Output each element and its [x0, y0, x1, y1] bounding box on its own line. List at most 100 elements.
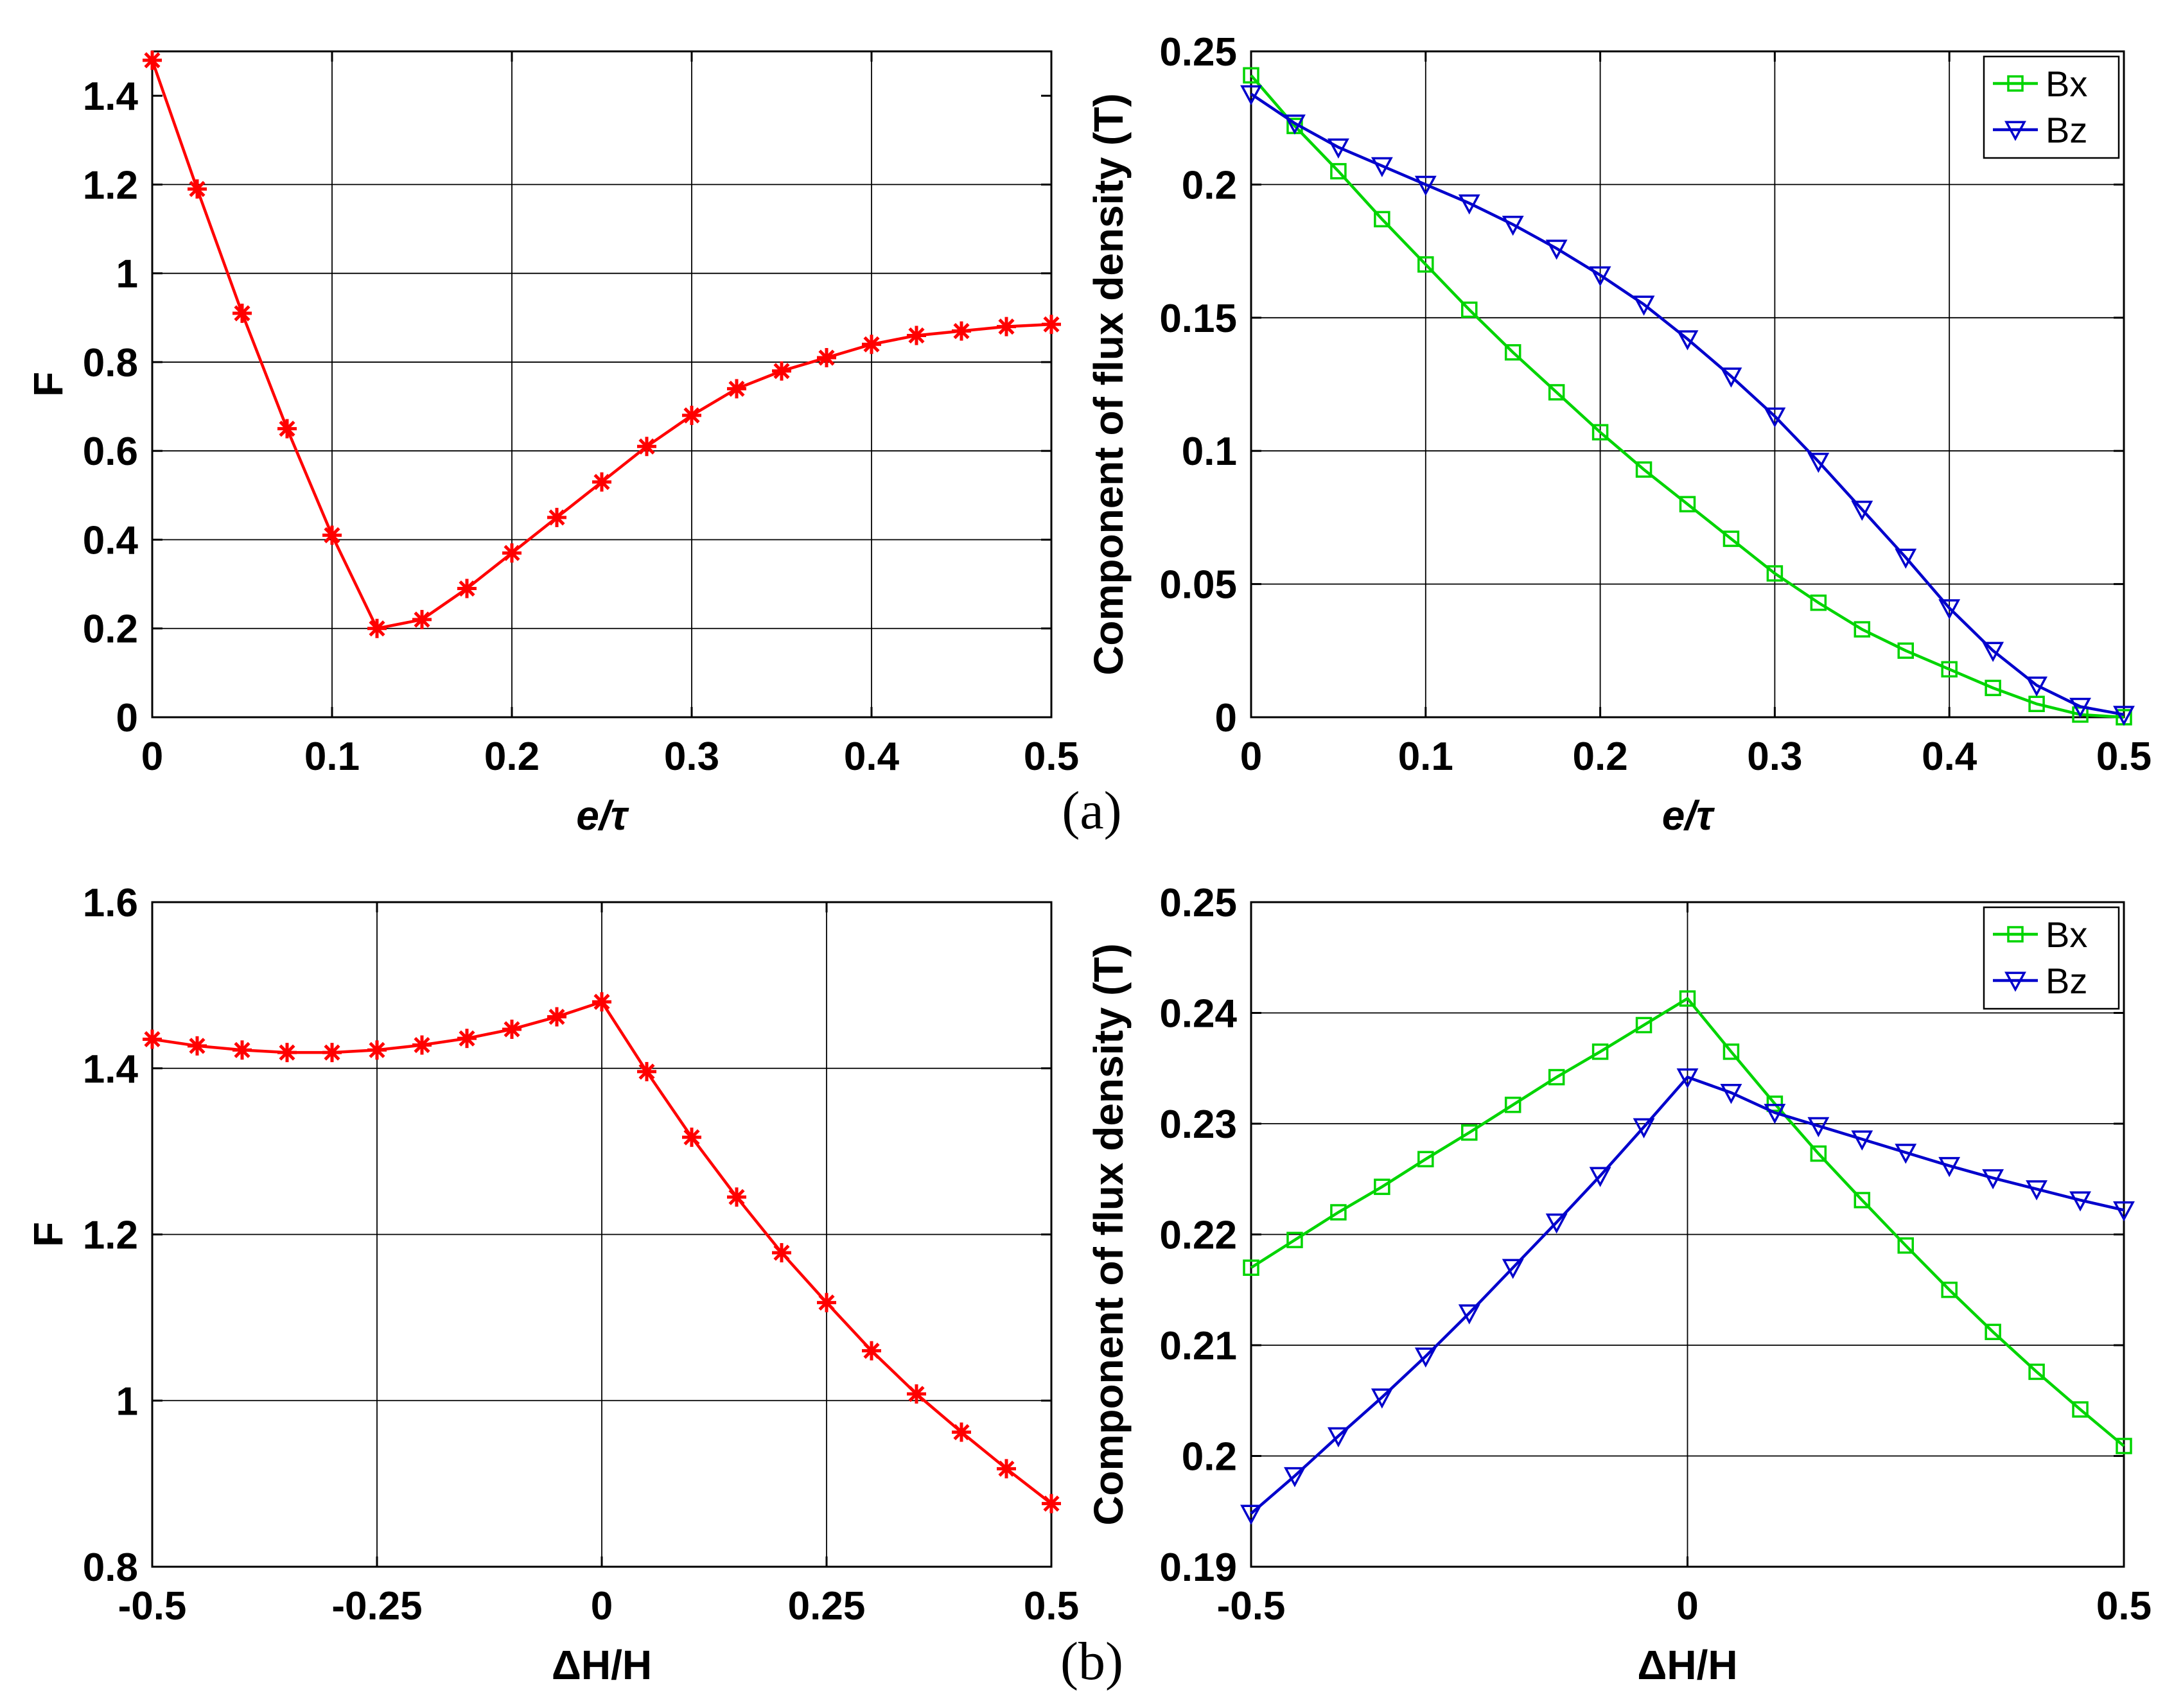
data-point — [1720, 1084, 1742, 1104]
data-point — [188, 1036, 207, 1056]
data-point — [188, 179, 207, 199]
chart-b-right: -0.5 0 0.5 0.19 0.2 0.21 0.22 0.23 0.24 0.25 ΔH/H C… — [1085, 881, 2152, 1688]
data-point — [1895, 548, 1917, 569]
y-tick-label: 1.2 — [83, 1214, 138, 1258]
legend-entry-bz: Bz — [1993, 961, 2087, 1001]
data-point — [1764, 407, 1786, 428]
data-point — [412, 1035, 432, 1055]
data-point — [1676, 330, 1699, 351]
y-tick-label: 1.2 — [83, 163, 138, 207]
x-tick-label: -0.5 — [118, 1584, 187, 1628]
y-tick-label: 0 — [116, 696, 138, 740]
series-bz-line — [1250, 1075, 2125, 1515]
axes-frame — [1250, 50, 2125, 719]
data-point — [1807, 453, 1830, 473]
y-tick-label: 0.19 — [1159, 1546, 1237, 1590]
plot-area — [1251, 51, 2124, 717]
data-point — [2072, 1401, 2089, 1418]
data-point — [322, 1043, 342, 1063]
data-point — [1766, 565, 1784, 582]
data-point — [1374, 211, 1390, 228]
x-tick-label: 0.1 — [1398, 735, 1453, 779]
data-point — [1327, 1427, 1349, 1448]
data-point — [1243, 67, 1259, 84]
data-point — [1854, 1192, 1871, 1208]
data-point — [143, 50, 162, 70]
data-point — [1635, 461, 1652, 478]
data-point — [1042, 1494, 1061, 1513]
data-point — [1042, 315, 1061, 335]
data-point — [1633, 1118, 1655, 1138]
data-point — [1286, 1232, 1303, 1248]
data-point — [322, 525, 342, 545]
data-point — [2113, 1201, 2135, 1222]
data-point — [1461, 1124, 1478, 1141]
series-bx — [1243, 990, 2132, 1454]
data-point — [1327, 138, 1349, 159]
data-point — [952, 1422, 971, 1442]
data-point — [277, 1043, 297, 1063]
data-point — [997, 1459, 1016, 1479]
data-point — [727, 1187, 746, 1207]
data-point — [2116, 1438, 2132, 1454]
data-point — [1371, 1388, 1393, 1409]
data-point — [2028, 695, 2045, 713]
data-point — [1458, 1304, 1480, 1325]
data-point — [547, 1007, 566, 1027]
data-point — [1240, 1504, 1262, 1525]
data-point — [457, 579, 477, 598]
data-point — [232, 303, 252, 323]
y-tick-label: 0.25 — [1159, 30, 1237, 74]
y-tick-label: 0.2 — [1182, 1435, 1237, 1479]
series-bz — [1240, 1068, 2135, 1525]
data-point — [952, 321, 971, 341]
data-point — [1679, 496, 1696, 512]
data-point — [1461, 301, 1478, 318]
data-point — [1941, 661, 1958, 678]
legend: Bx Bz — [1983, 55, 2120, 159]
data-point — [2028, 1363, 2045, 1381]
data-point — [1414, 1347, 1437, 1368]
data-point — [1897, 642, 1914, 659]
data-point — [817, 348, 836, 368]
chart-a-left: 0 0.1 0.2 0.3 0.4 0.5 0 0.2 0.4 0.6 0.8 1 1.2 1.4 e/τ F — [25, 50, 1079, 839]
data-point — [907, 1384, 926, 1404]
legend-label: Bz — [2046, 961, 2087, 1001]
x-tick-label: 0.3 — [664, 735, 719, 779]
y-axis-label: F — [25, 1222, 71, 1247]
data-point — [1854, 621, 1871, 638]
x-axis-label: e/τ — [576, 792, 629, 839]
figure-label-b: (b) — [1060, 1632, 1123, 1691]
plot-area — [152, 51, 1051, 717]
data-point — [1635, 1016, 1652, 1034]
legend-marker — [2004, 121, 2026, 141]
x-tick-label: 0.3 — [1747, 735, 1802, 779]
y-tick-label: 0 — [1215, 696, 1237, 740]
chart-b-left: -0.5 -0.25 0 0.25 0.5 0.8 1 1.2 1.4 1.6 ΔH/H F — [25, 881, 1079, 1688]
data-point — [637, 1061, 656, 1081]
x-tick-label: 0 — [141, 735, 163, 779]
data-point — [1764, 1104, 1786, 1124]
data-point — [1330, 1204, 1347, 1221]
x-tick-label: -0.25 — [331, 1584, 422, 1628]
y-tick-label: 0.22 — [1159, 1214, 1237, 1258]
data-point — [907, 326, 926, 345]
series-bz — [1240, 85, 2135, 726]
data-point — [1982, 1169, 2004, 1190]
data-point — [862, 335, 881, 354]
x-tick-label: 0.2 — [484, 735, 539, 779]
figure-label-a: (a) — [1062, 781, 1121, 841]
y-axis-label: Component of flux density (T) — [1085, 943, 1132, 1526]
legend: Bx Bz — [1983, 906, 2120, 1010]
data-point — [1895, 1144, 1917, 1164]
x-tick-label: 0.5 — [1024, 1584, 1079, 1628]
legend-marker — [2004, 972, 2026, 992]
legend-label: Bx — [2046, 914, 2087, 955]
data-point — [1417, 1151, 1434, 1167]
x-tick-label: 0.5 — [2096, 1584, 2152, 1628]
data-point — [1374, 1178, 1390, 1196]
data-point — [1545, 1213, 1568, 1234]
data-point — [1504, 1096, 1521, 1113]
data-point — [547, 507, 566, 527]
